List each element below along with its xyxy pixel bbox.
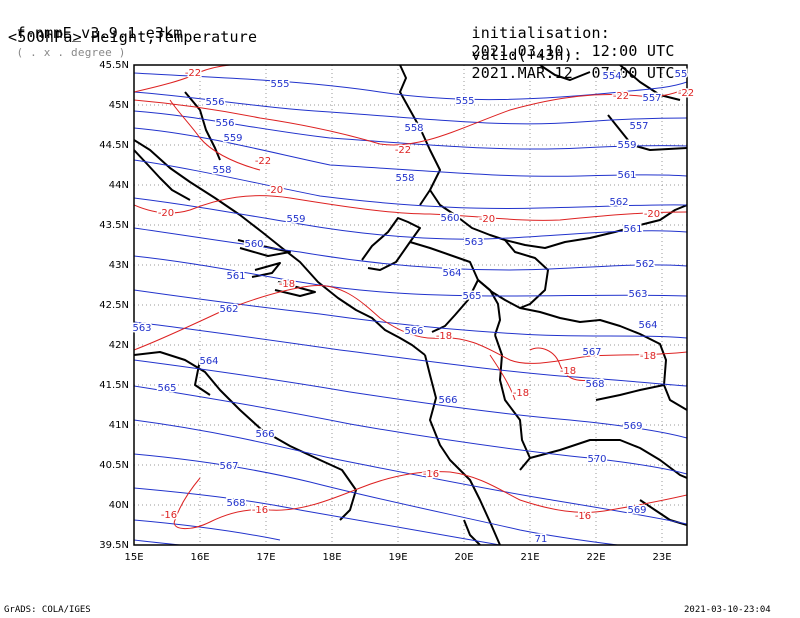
model-name: f-nmmE_v3.9.1-e3km bbox=[16, 24, 183, 42]
temperature-contours bbox=[134, 65, 687, 529]
height-contour-label: 562 bbox=[635, 259, 654, 270]
lat-tick-label: 41.5N bbox=[99, 380, 129, 391]
lat-tick-label: 39.5N bbox=[99, 540, 129, 551]
height-contour-label: 566 bbox=[255, 429, 274, 440]
height-contour-label: 55 bbox=[675, 69, 688, 80]
lat-tick-label: 40.5N bbox=[99, 460, 129, 471]
init-label: initialisation: bbox=[471, 24, 610, 42]
temperature-contour-label: -18 bbox=[513, 388, 529, 399]
height-contour-label: 558 bbox=[404, 123, 423, 134]
grid-units: ( . x . degree ) bbox=[16, 46, 126, 59]
temperature-contour-label: -22 bbox=[613, 91, 629, 102]
height-contour-label: 561 bbox=[226, 271, 245, 282]
lat-tick-label: 45.5N bbox=[99, 60, 129, 71]
coastlines-borders bbox=[134, 65, 687, 545]
height-contour-label: 560 bbox=[440, 213, 459, 224]
lon-tick-label: 17E bbox=[256, 552, 275, 563]
height-contour-label: 565 bbox=[157, 383, 176, 394]
height-contour-label: 557 bbox=[629, 121, 648, 132]
valid-label: valid(+43h): bbox=[471, 46, 583, 64]
height-contour-label: 555 bbox=[455, 96, 474, 107]
height-contour-label: 561 bbox=[617, 170, 636, 181]
height-contour-label: 559 bbox=[617, 140, 636, 151]
temperature-contour-label: -20 bbox=[479, 214, 495, 225]
lon-tick-label: 18E bbox=[322, 552, 341, 563]
lon-tick-label: 21E bbox=[520, 552, 539, 563]
temperature-contour-label: -22 bbox=[185, 68, 201, 79]
height-contour-label: 569 bbox=[627, 505, 646, 516]
height-contour-label: 559 bbox=[286, 214, 305, 225]
lat-tick-label: 43N bbox=[109, 260, 129, 271]
lat-tick-label: 42.5N bbox=[99, 300, 129, 311]
height-contour-label: 567 bbox=[219, 461, 238, 472]
lon-tick-label: 23E bbox=[652, 552, 671, 563]
height-contour-label: 570 bbox=[587, 454, 606, 465]
temperature-contour-label: -16 bbox=[423, 469, 439, 480]
height-contour-label: 558 bbox=[212, 165, 231, 176]
height-contour-label: 566 bbox=[404, 326, 423, 337]
height-contour-label: 555 bbox=[270, 79, 289, 90]
init-value: 2021.03.10. 12:00 UTC bbox=[471, 42, 675, 60]
temperature-contour-label: -18 bbox=[640, 351, 656, 362]
valid-value: 2021.MAR.12 07:00 UTC bbox=[471, 64, 675, 82]
temperature-contour-label: -16 bbox=[252, 505, 268, 516]
height-contour-label: 564 bbox=[638, 320, 657, 331]
lat-tick-label: 43.5N bbox=[99, 220, 129, 231]
footer-timestamp: 2021-03-10-23:04 bbox=[684, 605, 771, 615]
lon-tick-label: 16E bbox=[190, 552, 209, 563]
lat-tick-label: 42N bbox=[109, 340, 129, 351]
level-fields: <500hPa> Height,Temperature bbox=[8, 28, 258, 46]
height-contour-label: 564 bbox=[442, 268, 461, 279]
temperature-contour-label: -18 bbox=[279, 279, 295, 290]
lon-tick-label: 15E bbox=[124, 552, 143, 563]
height-contour-label: 562 bbox=[609, 197, 628, 208]
height-contour-label: 71 bbox=[535, 534, 548, 545]
lon-tick-label: 19E bbox=[388, 552, 407, 563]
lon-tick-label: 20E bbox=[454, 552, 473, 563]
lat-tick-label: 45N bbox=[109, 100, 129, 111]
height-contour-label: 568 bbox=[585, 379, 604, 390]
temperature-contour-label: -18 bbox=[436, 331, 452, 342]
temperature-contour-label: -20 bbox=[644, 209, 660, 220]
lat-tick-label: 44N bbox=[109, 180, 129, 191]
temperature-contour-label: -16 bbox=[161, 510, 177, 521]
height-contour-label: 566 bbox=[438, 395, 457, 406]
lon-tick-label: 22E bbox=[586, 552, 605, 563]
height-contour-label: 568 bbox=[226, 498, 245, 509]
height-contours bbox=[134, 72, 687, 545]
height-contour-label: 563 bbox=[132, 323, 151, 334]
height-contour-label: 565 bbox=[462, 291, 481, 302]
height-contour-label: 559 bbox=[223, 133, 242, 144]
temperature-contour-label: -22 bbox=[395, 145, 411, 156]
lat-tick-label: 41N bbox=[109, 420, 129, 431]
footer-credit: GrADS: COLA/IGES bbox=[4, 605, 91, 615]
height-contour-label: 557 bbox=[642, 93, 661, 104]
height-contour-label: 563 bbox=[464, 237, 483, 248]
temperature-contour-label: -20 bbox=[267, 185, 283, 196]
height-contour-label: 562 bbox=[219, 304, 238, 315]
height-contour-label: 564 bbox=[199, 356, 218, 367]
temperature-contour-label: -18 bbox=[560, 366, 576, 377]
height-contour-label: 563 bbox=[628, 289, 647, 300]
height-contour-label: 556 bbox=[215, 118, 234, 129]
grid-lines bbox=[134, 65, 687, 545]
height-contour-label: 560 bbox=[244, 239, 263, 250]
height-contour-label: 561 bbox=[623, 224, 642, 235]
height-contour-label: 558 bbox=[395, 173, 414, 184]
height-contour-label: 556 bbox=[205, 97, 224, 108]
height-contour-label: 567 bbox=[582, 347, 601, 358]
lat-tick-label: 40N bbox=[109, 500, 129, 511]
height-contour-label: 569 bbox=[623, 421, 642, 432]
temperature-contour-label: -22 bbox=[678, 88, 694, 99]
temperature-contour-label: -20 bbox=[158, 208, 174, 219]
height-contour-label: 554 bbox=[602, 71, 621, 82]
map-frame bbox=[133, 64, 688, 546]
temperature-contour-label: -22 bbox=[255, 156, 271, 167]
lat-tick-label: 44.5N bbox=[99, 140, 129, 151]
temperature-contour-label: -16 bbox=[575, 511, 591, 522]
